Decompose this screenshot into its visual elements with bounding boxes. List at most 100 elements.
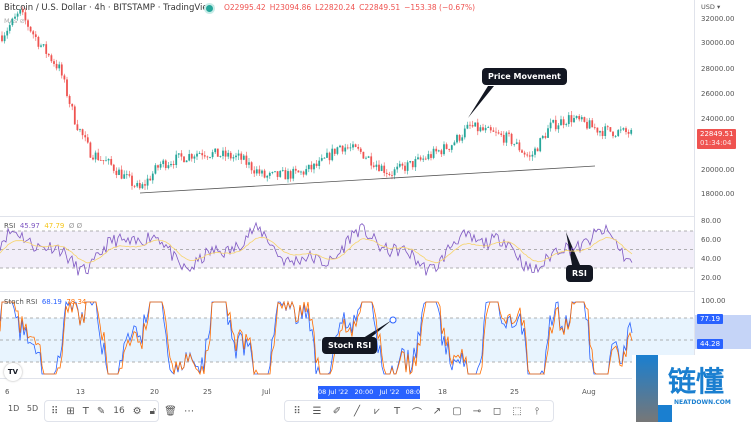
drag-handle-icon[interactable]: ⠿ <box>293 405 301 417</box>
more-icon[interactable]: ⋯ <box>184 405 195 417</box>
rectangle-icon[interactable]: ⬚ <box>512 405 522 417</box>
candle <box>380 165 383 172</box>
candle <box>445 144 448 149</box>
delete-icon[interactable]: 🗑︎ <box>164 405 177 417</box>
trend-line-icon[interactable]: ╱ <box>353 405 361 417</box>
candle <box>216 148 219 157</box>
candle <box>167 165 170 169</box>
currency-selector[interactable]: USD ▾ <box>701 3 721 11</box>
candle <box>497 132 500 134</box>
candle <box>138 183 141 189</box>
candle <box>237 153 240 156</box>
brush-icon[interactable]: ✐ <box>332 405 342 417</box>
text-color-icon[interactable]: T <box>82 405 89 417</box>
price-axis[interactable]: USD ▾ 32000.00 30000.00 28000.00 26000.0… <box>695 0 751 216</box>
candle <box>510 133 513 145</box>
stoch-d-tag: 44.28 <box>697 339 724 349</box>
candle <box>437 150 440 152</box>
candle <box>554 119 557 130</box>
time-label: 20 <box>150 388 159 396</box>
callout-icon[interactable]: ▢ <box>452 405 462 417</box>
candle <box>388 173 391 175</box>
candle <box>255 169 258 174</box>
candle <box>60 64 63 76</box>
stoch-legend[interactable]: Stoch RSI 68.19 78.34 <box>4 298 87 306</box>
candle <box>625 128 627 132</box>
candle <box>385 172 388 174</box>
ray-icon[interactable]: ⊸ <box>472 405 482 417</box>
balloon-icon[interactable]: ◻ <box>492 405 502 417</box>
candle <box>417 157 419 160</box>
lock-icon[interactable]: 🔓︎ <box>149 405 157 417</box>
candle <box>112 164 115 171</box>
pane-divider[interactable] <box>0 291 694 292</box>
settings-icon[interactable]: ⚙ <box>132 405 142 417</box>
font-size-button[interactable]: 16 <box>113 406 125 416</box>
candle <box>534 148 536 155</box>
template-icon[interactable]: ⊞ <box>66 405 75 417</box>
candle <box>136 183 139 187</box>
favorites-icon[interactable]: ☰ <box>312 405 322 417</box>
callout-pointer <box>468 86 494 118</box>
candle <box>40 45 42 47</box>
candle <box>21 9 24 13</box>
candle <box>34 34 37 38</box>
candle <box>328 152 331 161</box>
price-movement-callout[interactable]: Price Movement <box>482 68 567 85</box>
candle <box>622 128 625 130</box>
candle <box>63 75 66 80</box>
candle <box>302 171 305 175</box>
candle <box>274 171 276 173</box>
curve-icon[interactable]: ⌒ <box>412 407 422 419</box>
rsi-tick: 20.00 <box>701 274 722 282</box>
candle <box>8 25 11 31</box>
candle <box>606 126 609 128</box>
candle <box>76 124 79 131</box>
rsi-axis[interactable]: 80.00 60.00 40.00 20.00 <box>695 217 751 291</box>
candle <box>430 154 432 158</box>
candle <box>151 173 154 181</box>
candle <box>11 18 14 26</box>
rsi-legend[interactable]: RSI 45.97 47.79 Ø Ø <box>4 222 83 230</box>
candle <box>154 165 157 174</box>
drag-handle-icon[interactable]: ⠿ <box>51 405 59 417</box>
candle <box>450 145 453 150</box>
candle <box>604 126 607 136</box>
candle <box>313 163 315 170</box>
interval-1d[interactable]: 1D <box>8 404 20 413</box>
candle <box>289 171 292 179</box>
price-tick: 18000.00 <box>701 190 735 198</box>
candle <box>521 150 523 153</box>
candle <box>456 134 458 143</box>
candle <box>375 164 378 167</box>
ma-legend[interactable]: MAs ⊘ <box>4 17 25 25</box>
rsi-callout[interactable]: RSI <box>566 265 593 282</box>
candle <box>229 152 232 159</box>
vertical-line-icon[interactable]: ⫯ <box>534 405 540 417</box>
chart-plot[interactable] <box>0 0 694 400</box>
stoch-axis[interactable]: 100.00 77.19 44.28 <box>695 292 751 378</box>
candle <box>94 152 97 160</box>
pane-divider[interactable] <box>0 216 694 217</box>
stoch-rsi-callout[interactable]: Stoch RSI <box>322 337 378 354</box>
candle <box>396 166 399 170</box>
candle <box>183 156 185 163</box>
interval-5d[interactable]: 5D <box>26 404 39 413</box>
time-range-highlight[interactable]: 08 Jul '22 20:00 Jul '22 08:00 <box>318 386 424 399</box>
pattern-icon[interactable]: ⩗ <box>374 405 380 417</box>
hide-icon[interactable]: ⊘ <box>19 17 25 25</box>
fill-color-icon[interactable]: ✎ <box>96 405 106 417</box>
candle <box>346 147 349 149</box>
candle <box>245 155 248 165</box>
candle <box>284 170 287 180</box>
text-icon[interactable]: T <box>393 405 401 417</box>
candle <box>79 129 81 131</box>
candle <box>203 155 206 157</box>
candle <box>123 174 126 179</box>
candle <box>471 125 474 127</box>
ma-label: MAs <box>4 17 18 25</box>
path-icon[interactable]: ↗ <box>432 405 442 417</box>
candle <box>232 157 235 159</box>
tradingview-logo[interactable]: TV <box>4 363 22 381</box>
candle <box>526 154 529 156</box>
